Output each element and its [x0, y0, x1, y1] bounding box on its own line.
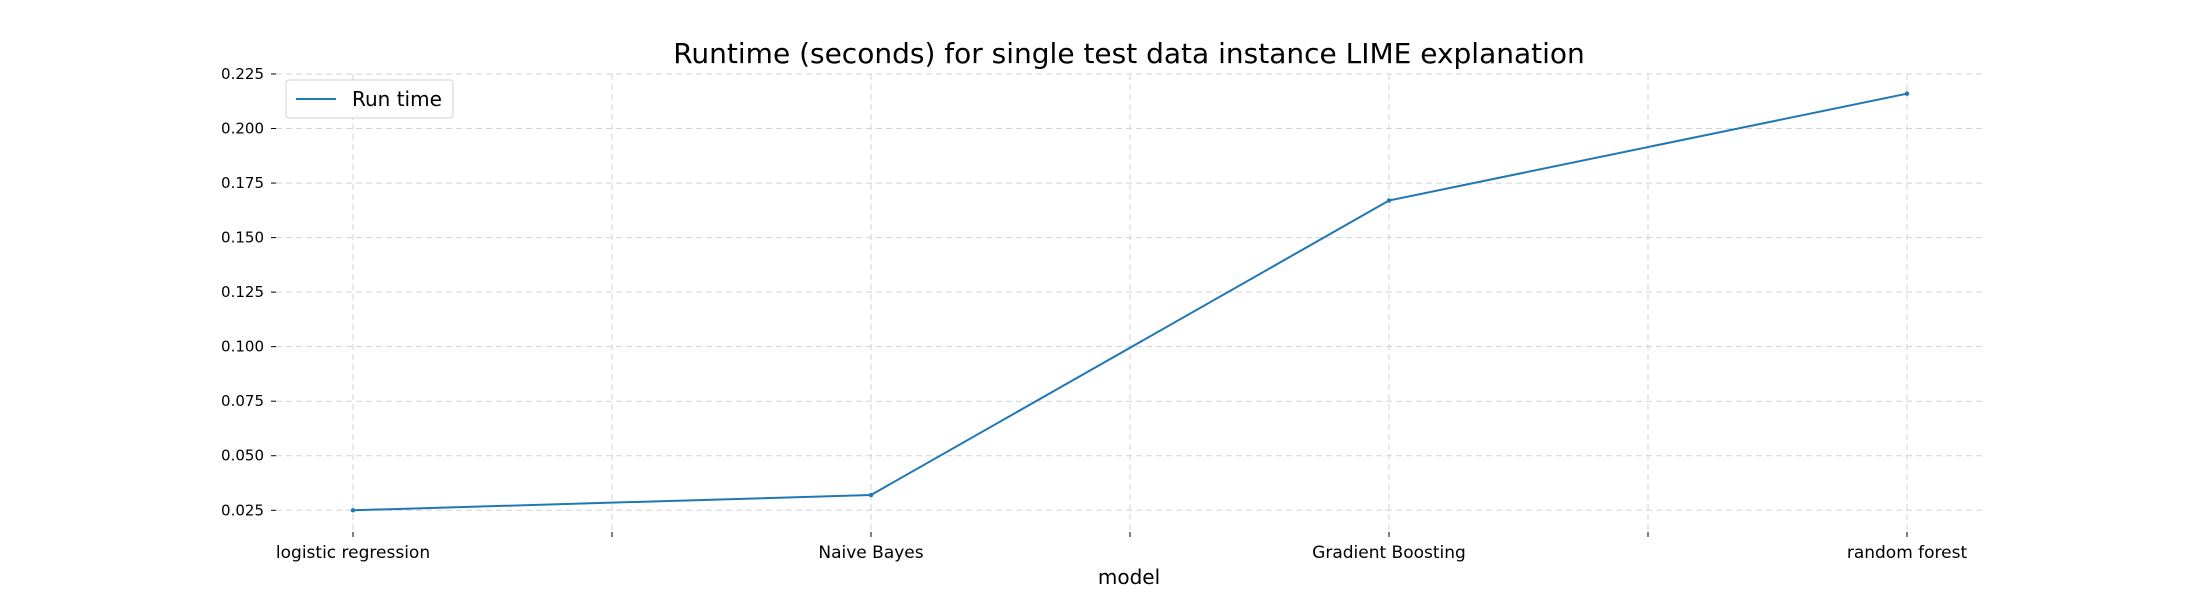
- legend: Run time: [285, 79, 454, 119]
- series-point: [1386, 198, 1392, 203]
- y-tick-label: 0.150: [221, 229, 264, 247]
- y-tick-label: 0.125: [221, 283, 264, 301]
- series-point: [868, 492, 874, 498]
- chart-title: Runtime (seconds) for single test data i…: [673, 37, 1585, 70]
- y-tick-label: 0.200: [221, 120, 264, 138]
- legend-frame: [285, 79, 454, 119]
- y-tick-label: 0.025: [221, 501, 264, 519]
- x-axis-ticks: logistic regression Naive Bayes Gradient B…: [276, 532, 1968, 563]
- grid-layer: [276, 73, 1982, 531]
- x-tick-label: Naive Bayes: [818, 543, 923, 563]
- y-tick-label: 0.225: [221, 65, 264, 83]
- legend-entry-run-time: Run time: [352, 87, 442, 111]
- x-tick-label: Gradient Boosting: [1312, 543, 1466, 563]
- series-line-run-time: [352, 92, 1908, 512]
- y-tick-label: 0.075: [221, 392, 264, 410]
- y-tick-label: 0.100: [221, 338, 264, 356]
- x-axis-label: model: [1098, 565, 1160, 589]
- series-point: [1904, 91, 1910, 96]
- y-tick-label: 0.050: [221, 447, 264, 465]
- y-axis-ticks: 0.025 0.050 0.075 0.100 0.125 0.150 0.175 0.200…: [221, 65, 276, 519]
- x-tick-label: random forest: [1847, 543, 1968, 563]
- series-layer: [350, 91, 1910, 513]
- x-tick-label: logistic regression: [276, 543, 430, 563]
- y-tick-label: 0.175: [221, 174, 264, 192]
- series-point: [350, 508, 356, 513]
